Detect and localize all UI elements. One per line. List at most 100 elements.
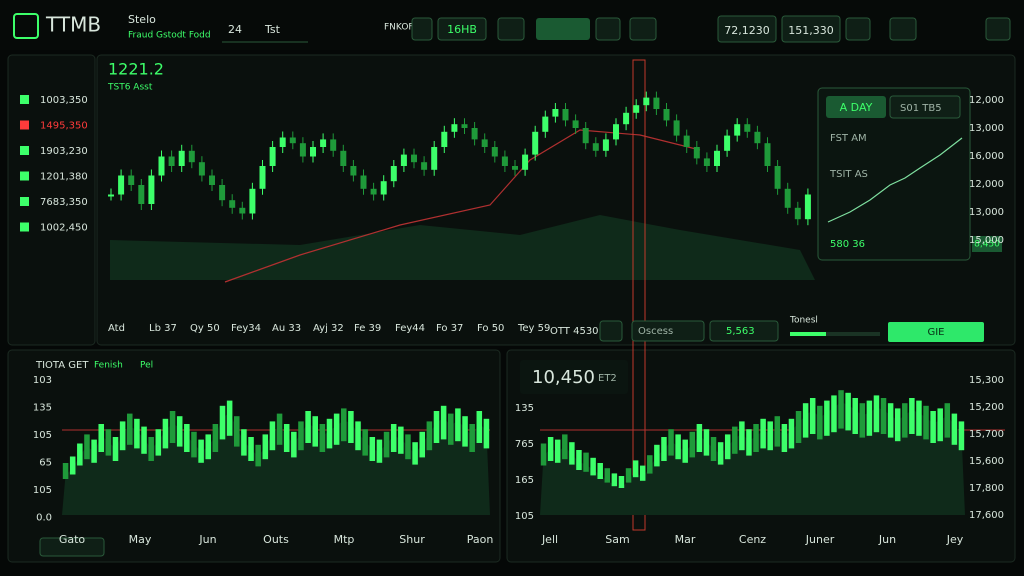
moving-average xyxy=(224,129,701,283)
bar xyxy=(105,429,112,456)
bar xyxy=(618,476,625,488)
pager[interactable] xyxy=(39,537,105,557)
bar xyxy=(262,434,269,460)
bar xyxy=(127,413,133,445)
bar xyxy=(134,418,140,449)
sidebar-icon xyxy=(20,146,29,155)
candle xyxy=(774,166,781,189)
candle xyxy=(481,139,488,147)
bar xyxy=(112,437,119,461)
candle xyxy=(411,154,417,163)
bar xyxy=(362,429,368,456)
candle xyxy=(784,188,791,208)
icon-button[interactable] xyxy=(845,17,871,41)
overlay-row: TSIT AS xyxy=(829,169,868,180)
candle xyxy=(198,162,205,176)
bar xyxy=(305,411,311,443)
sidebar-item: 7683,350 xyxy=(40,197,88,208)
button-label: GIE xyxy=(927,327,944,338)
select-label: Oscess xyxy=(638,326,673,337)
stat: 72,1230 xyxy=(724,24,770,37)
icon-button[interactable] xyxy=(411,17,433,41)
x-label: Tey 59 xyxy=(517,323,550,334)
bar xyxy=(809,398,816,434)
bar xyxy=(824,400,830,436)
bar xyxy=(226,400,233,436)
toolbar-label: OTT 4530 xyxy=(550,326,599,337)
slider-track[interactable] xyxy=(790,332,880,336)
overlay-tab[interactable] xyxy=(889,95,961,119)
sidebar-icon xyxy=(20,197,29,206)
bar xyxy=(276,413,283,445)
x-label: Jun xyxy=(198,533,216,546)
bar xyxy=(205,434,211,460)
app-name: Stelo xyxy=(128,13,156,26)
candle xyxy=(219,185,226,201)
bar xyxy=(448,413,454,445)
y-label: 15,000 xyxy=(969,235,1004,246)
sidebar-icon xyxy=(20,171,29,181)
bar xyxy=(212,424,219,452)
candle xyxy=(744,124,751,132)
bar xyxy=(69,456,76,475)
bar xyxy=(291,431,297,458)
candle xyxy=(592,143,599,151)
bar xyxy=(569,442,575,465)
y-label: 135 xyxy=(515,403,534,414)
bar xyxy=(319,424,326,452)
bar xyxy=(98,424,104,452)
bar xyxy=(412,442,418,465)
x-label: Jun xyxy=(878,533,896,546)
bar xyxy=(909,398,915,434)
icon-button[interactable] xyxy=(595,17,621,41)
x-label: Ayj 32 xyxy=(313,323,344,334)
bar xyxy=(859,403,866,438)
bar xyxy=(184,424,190,452)
bar xyxy=(341,408,347,442)
bar xyxy=(398,426,404,454)
icon-button[interactable] xyxy=(599,320,623,342)
bar xyxy=(219,405,226,440)
overlay-tab-label: S01 TB5 xyxy=(900,103,942,114)
candle xyxy=(794,207,801,220)
bar xyxy=(647,455,653,474)
bar xyxy=(760,418,766,449)
candle xyxy=(168,156,175,166)
icon-button[interactable] xyxy=(497,17,525,41)
sidebar-icon xyxy=(20,120,29,130)
bar xyxy=(958,421,965,451)
tab[interactable]: Tst xyxy=(264,23,281,36)
sidebar-item: 1903,230 xyxy=(40,146,88,157)
button[interactable] xyxy=(437,17,487,41)
bar xyxy=(248,437,254,461)
candle xyxy=(158,156,165,176)
candle xyxy=(188,150,195,163)
bar xyxy=(562,434,568,460)
icon-button[interactable] xyxy=(889,17,917,41)
candle xyxy=(279,137,286,147)
icon-button[interactable] xyxy=(985,17,1011,41)
bar xyxy=(724,434,731,460)
bar xyxy=(767,421,773,451)
bar xyxy=(739,421,745,451)
select[interactable] xyxy=(631,320,705,342)
value-box xyxy=(709,320,779,342)
overlay-tab[interactable] xyxy=(826,96,886,118)
bar xyxy=(838,390,844,429)
bar xyxy=(84,434,90,460)
icon-button[interactable] xyxy=(629,17,657,41)
bar xyxy=(689,431,696,458)
bar xyxy=(234,416,240,447)
bar xyxy=(894,408,901,442)
bar xyxy=(632,460,639,478)
bar xyxy=(774,416,781,447)
bar xyxy=(951,413,958,445)
button[interactable] xyxy=(888,322,984,342)
dropdown[interactable] xyxy=(536,18,590,40)
tab[interactable]: 24 xyxy=(228,23,242,36)
candle xyxy=(229,200,236,208)
bar xyxy=(852,398,858,434)
candle xyxy=(764,143,771,166)
y-label: 105 xyxy=(515,511,534,522)
